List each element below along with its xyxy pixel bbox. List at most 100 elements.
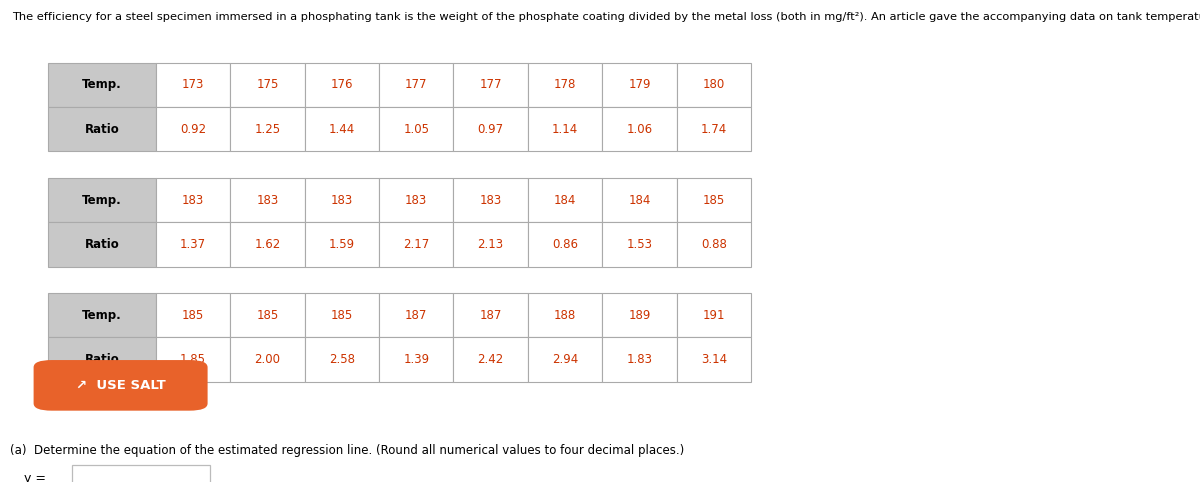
Text: 177: 177 (406, 79, 427, 91)
Text: Temp.: Temp. (82, 194, 122, 206)
Text: 187: 187 (406, 309, 427, 321)
Text: 191: 191 (703, 309, 725, 321)
Bar (156, 178, 230, 222)
Bar (379, 107, 454, 151)
Text: 0.88: 0.88 (701, 238, 727, 251)
Text: (a)  Determine the equation of the estimated regression line. (Round all numeric: (a) Determine the equation of the estima… (10, 444, 684, 457)
Text: 173: 173 (182, 79, 204, 91)
Text: 183: 183 (257, 194, 278, 206)
Text: 1.06: 1.06 (626, 123, 653, 135)
Text: 183: 183 (182, 194, 204, 206)
Text: 187: 187 (480, 309, 502, 321)
Text: 0.86: 0.86 (552, 238, 578, 251)
Text: 183: 183 (331, 194, 353, 206)
Bar (602, 222, 677, 267)
Bar (230, 222, 305, 267)
Text: 1.53: 1.53 (626, 238, 653, 251)
Text: 177: 177 (480, 79, 502, 91)
Bar (48, 337, 156, 382)
Bar (528, 63, 602, 107)
Text: Ratio: Ratio (84, 238, 119, 251)
Bar (156, 63, 230, 107)
Text: 1.39: 1.39 (403, 353, 430, 366)
Bar (379, 222, 454, 267)
Bar (602, 107, 677, 151)
Text: ↗  USE SALT: ↗ USE SALT (76, 379, 166, 392)
Text: 185: 185 (182, 309, 204, 321)
Bar (72, 465, 210, 482)
Bar (156, 107, 230, 151)
Bar (528, 222, 602, 267)
Text: 189: 189 (629, 309, 650, 321)
Bar (677, 337, 751, 382)
Bar (48, 107, 156, 151)
Bar (379, 337, 454, 382)
Text: 175: 175 (257, 79, 278, 91)
Bar (230, 107, 305, 151)
Bar (602, 337, 677, 382)
Bar (230, 63, 305, 107)
Bar (528, 293, 602, 337)
Text: 1.74: 1.74 (701, 123, 727, 135)
Bar (454, 337, 528, 382)
Bar (602, 63, 677, 107)
Bar (602, 178, 677, 222)
Bar (454, 222, 528, 267)
Text: Ratio: Ratio (84, 353, 119, 366)
Text: Temp.: Temp. (82, 309, 122, 321)
FancyBboxPatch shape (34, 360, 208, 411)
Bar (48, 222, 156, 267)
Text: 3.14: 3.14 (701, 353, 727, 366)
Text: 178: 178 (554, 79, 576, 91)
Bar (528, 337, 602, 382)
Text: 2.94: 2.94 (552, 353, 578, 366)
Text: 1.62: 1.62 (254, 238, 281, 251)
Text: 1.85: 1.85 (180, 353, 206, 366)
Bar (156, 293, 230, 337)
Text: 185: 185 (703, 194, 725, 206)
Text: 2.13: 2.13 (478, 238, 504, 251)
Bar (156, 222, 230, 267)
Bar (528, 107, 602, 151)
Bar (454, 63, 528, 107)
Text: 1.14: 1.14 (552, 123, 578, 135)
Bar (677, 107, 751, 151)
Text: 1.83: 1.83 (626, 353, 653, 366)
Text: 185: 185 (331, 309, 353, 321)
Bar (230, 337, 305, 382)
Bar (305, 222, 379, 267)
Bar (305, 293, 379, 337)
Text: 2.42: 2.42 (478, 353, 504, 366)
Text: 180: 180 (703, 79, 725, 91)
Bar (48, 293, 156, 337)
Text: The efficiency for a steel specimen immersed in a phosphating tank is the weight: The efficiency for a steel specimen imme… (12, 12, 1200, 22)
Text: 1.37: 1.37 (180, 238, 206, 251)
Text: 183: 183 (406, 194, 427, 206)
Bar (230, 293, 305, 337)
Bar (454, 107, 528, 151)
Bar (305, 178, 379, 222)
Text: 185: 185 (257, 309, 278, 321)
Bar (379, 63, 454, 107)
Text: 183: 183 (480, 194, 502, 206)
Bar (677, 222, 751, 267)
Text: Ratio: Ratio (84, 123, 119, 135)
Bar (230, 178, 305, 222)
Text: 0.97: 0.97 (478, 123, 504, 135)
Bar (677, 63, 751, 107)
Text: 1.05: 1.05 (403, 123, 430, 135)
Text: 184: 184 (629, 194, 650, 206)
Bar (305, 107, 379, 151)
Text: y =: y = (24, 472, 46, 482)
Text: 2.58: 2.58 (329, 353, 355, 366)
Text: 2.17: 2.17 (403, 238, 430, 251)
Bar (454, 178, 528, 222)
Text: Temp.: Temp. (82, 79, 122, 91)
Text: 2.00: 2.00 (254, 353, 281, 366)
Bar (305, 63, 379, 107)
Bar (305, 337, 379, 382)
Text: 188: 188 (554, 309, 576, 321)
Bar (528, 178, 602, 222)
Bar (48, 63, 156, 107)
Bar (602, 293, 677, 337)
